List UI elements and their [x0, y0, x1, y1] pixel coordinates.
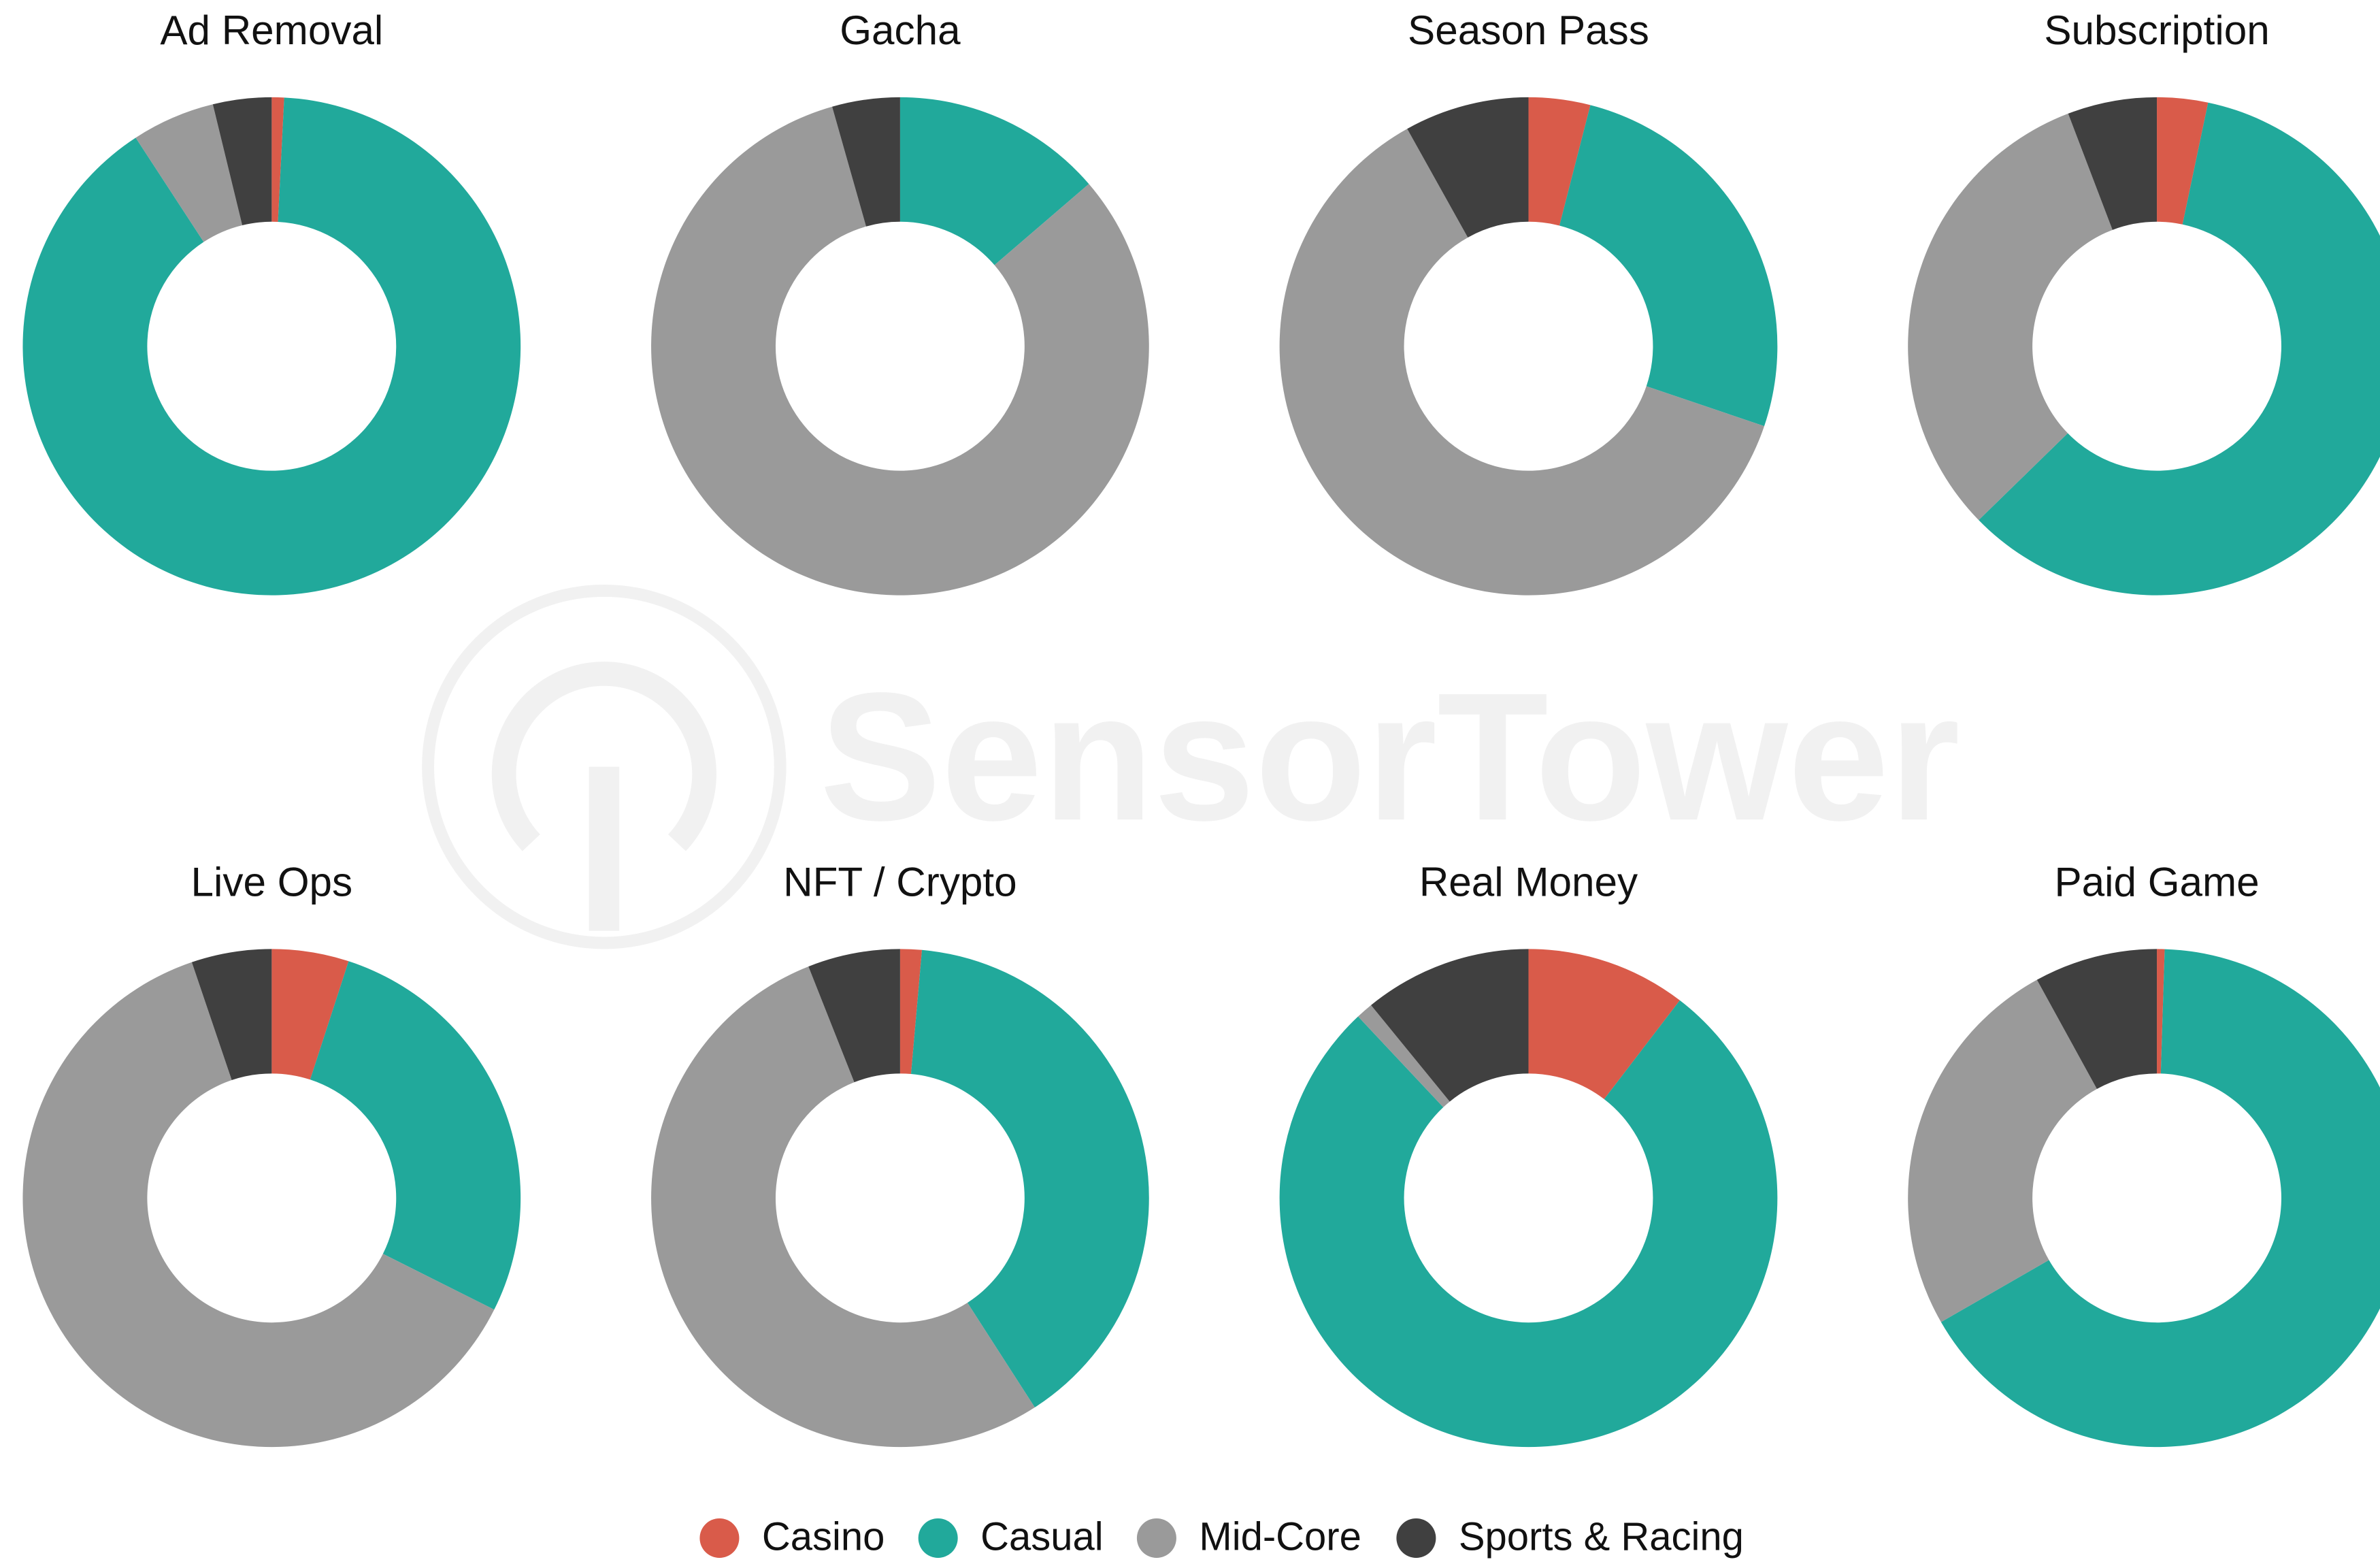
legend-label: Casual: [980, 1515, 1104, 1559]
donut-segment: [899, 949, 923, 1075]
donut-segment: [651, 966, 1035, 1448]
donut-segment: [910, 949, 1149, 1407]
watermark: SensorTower: [422, 584, 1960, 949]
legend-label: Mid-Core: [1199, 1515, 1361, 1559]
watermark-logo-tower: [589, 766, 620, 931]
watermark-text: SensorTower: [820, 655, 1960, 858]
donut-segment: [2036, 949, 2158, 1089]
donut-segment: [1979, 102, 2380, 596]
legend-label: Casino: [762, 1515, 885, 1559]
donut-segment: [271, 949, 349, 1080]
legend-swatch: [918, 1518, 958, 1558]
donut-segment: [135, 104, 243, 242]
donut-segment: [899, 97, 1089, 265]
donut-segment: [808, 949, 900, 1083]
donut-segment: [271, 97, 284, 223]
donut-segment: [212, 97, 272, 225]
donut-segment: [22, 97, 521, 596]
donut-segment: [1559, 105, 1778, 427]
donut-segment: [191, 949, 272, 1081]
donut-segment: [651, 106, 1149, 596]
donut-segment: [1940, 949, 2380, 1448]
donut-segment: [1407, 97, 1529, 238]
legend-swatch: [1136, 1518, 1176, 1558]
chart-title: Subscription: [2044, 7, 2269, 53]
legend-label: Sports & Racing: [1459, 1515, 1744, 1559]
donut-segment: [1279, 1000, 1778, 1448]
donut-segment: [1371, 949, 1529, 1102]
donut-segment: [22, 962, 495, 1448]
chart-title: Paid Game: [2054, 859, 2259, 905]
donut-segment: [1358, 1005, 1450, 1107]
chart-title: Season Pass: [1408, 7, 1649, 53]
chart-title: Ad Removal: [160, 7, 383, 53]
donut-segment: [2068, 97, 2158, 230]
donut-segment: [1908, 113, 2113, 521]
chart-title: NFT / Crypto: [783, 859, 1017, 905]
legend-swatch: [699, 1518, 740, 1558]
donut-segment: [1908, 979, 2097, 1322]
donut-segment: [310, 961, 521, 1310]
chart-title: Live Ops: [191, 859, 353, 905]
chart-title: Real Money: [1419, 859, 1638, 905]
donut-segment: [1528, 97, 1591, 226]
watermark-logo: [422, 584, 787, 949]
donut-segment: [2157, 97, 2209, 225]
chart-title: Gacha: [840, 7, 961, 53]
donut-segment: [1279, 129, 1764, 596]
legend-swatch: [1396, 1518, 1436, 1558]
donut-segment: [1528, 949, 1680, 1100]
donut-segment: [832, 97, 900, 227]
watermark-logo-arc: [491, 662, 716, 851]
donut-segment: [2157, 949, 2165, 1074]
